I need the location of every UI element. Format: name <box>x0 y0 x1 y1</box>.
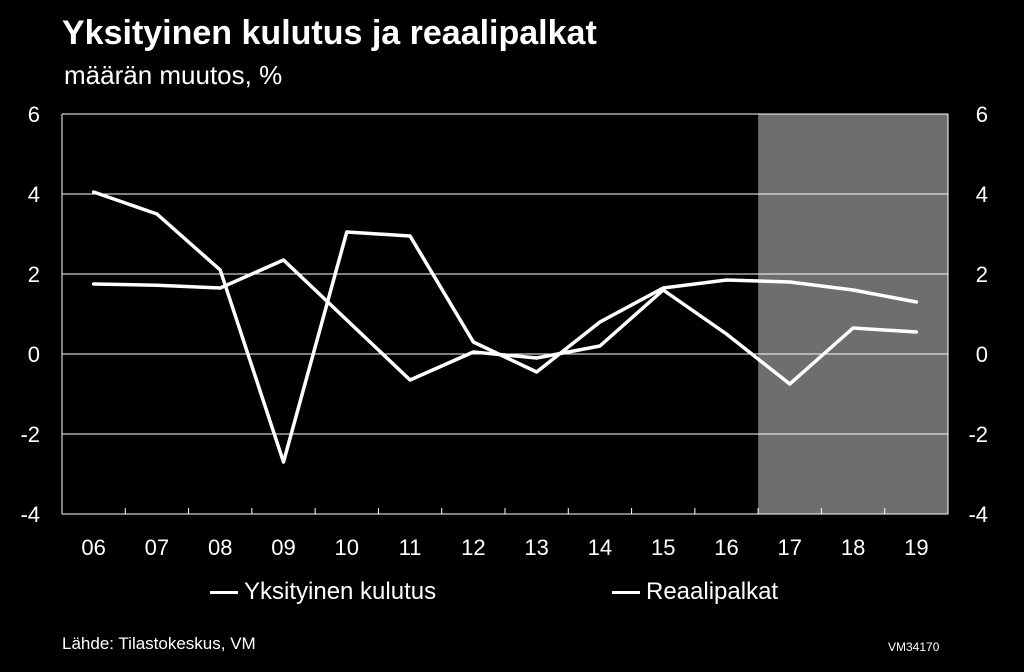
series-line-0 <box>91 190 919 464</box>
x-tick-label-9: 15 <box>651 535 675 560</box>
y-tick-label-right-3: 2 <box>976 262 988 287</box>
y-tick-label-right-0: -4 <box>968 502 988 527</box>
legend-item-0: Yksityinen kulutus <box>210 578 436 606</box>
y-tick-label-right-4: 4 <box>976 182 988 207</box>
y-tick-label-left-0: -4 <box>20 502 40 527</box>
forecast-shade <box>758 114 948 514</box>
x-tick-label-12: 18 <box>841 535 865 560</box>
legend-swatch-1 <box>612 590 640 594</box>
legend-label-0: Yksityinen kulutus <box>244 578 437 605</box>
x-tick-label-8: 14 <box>588 535 612 560</box>
chart-title: Yksityinen kulutus ja reaalipalkat <box>62 14 597 52</box>
x-tick-label-4: 10 <box>335 535 359 560</box>
chart-subtitle: määrän muutos, % <box>64 60 283 90</box>
x-tick-label-6: 12 <box>461 535 485 560</box>
y-tick-label-left-1: -2 <box>20 422 40 447</box>
x-tick-label-1: 07 <box>145 535 169 560</box>
x-tick-label-5: 11 <box>399 535 422 560</box>
series-line-1 <box>91 258 919 386</box>
chart-code: VM34170 <box>888 640 940 654</box>
x-tick-label-0: 06 <box>81 535 105 560</box>
y-tick-label-right-2: 0 <box>976 342 988 367</box>
y-tick-label-right-5: 6 <box>976 102 988 127</box>
y-tick-label-left-4: 4 <box>28 182 40 207</box>
y-tick-label-left-2: 0 <box>28 342 40 367</box>
legend-swatch-0 <box>210 590 238 594</box>
legend-item-1: Reaalipalkat <box>612 578 778 606</box>
y-tick-label-right-1: -2 <box>968 422 988 447</box>
x-tick-label-13: 19 <box>904 535 928 560</box>
x-tick-label-11: 17 <box>778 535 802 560</box>
x-tick-label-7: 13 <box>524 535 548 560</box>
x-tick-label-2: 08 <box>208 535 232 560</box>
y-tick-label-left-3: 2 <box>28 262 40 287</box>
y-tick-label-left-5: 6 <box>28 102 40 127</box>
source-note: Lähde: Tilastokeskus, VM <box>62 634 256 653</box>
legend-label-1: Reaalipalkat <box>646 578 779 605</box>
x-tick-label-10: 16 <box>714 535 738 560</box>
x-tick-label-3: 09 <box>271 535 295 560</box>
